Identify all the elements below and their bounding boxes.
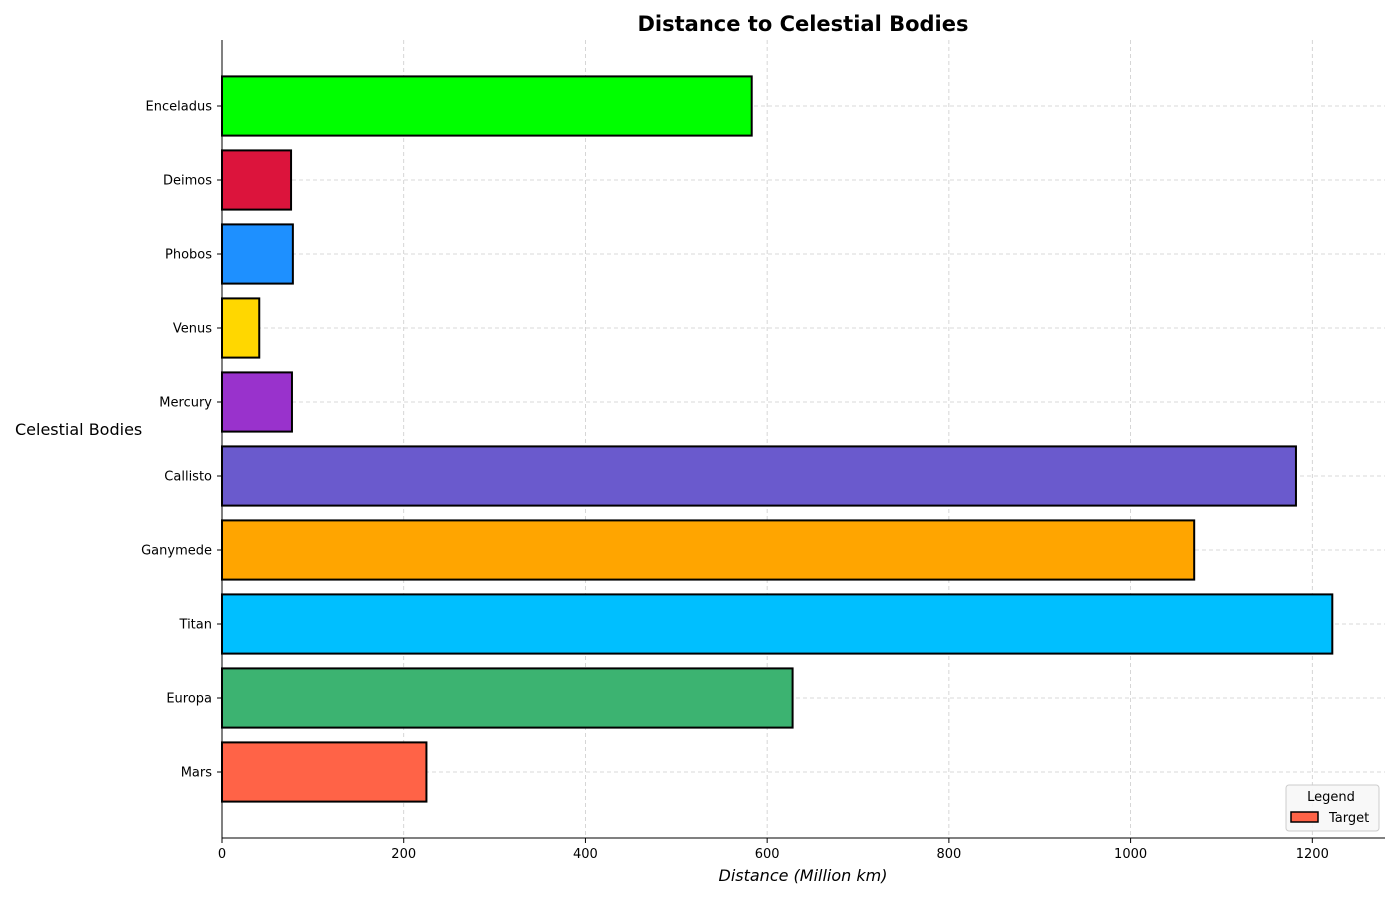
bar-europa (221, 667, 794, 729)
y-tick-label-europa: Europa (166, 692, 212, 707)
y-tick-label-mars: Mars (181, 766, 213, 781)
bar-titan (221, 593, 1334, 655)
bar-venus (221, 297, 261, 359)
legend: Legend Target (1285, 784, 1380, 832)
y-tick-label-titan: Titan (179, 618, 212, 633)
bar-mercury (221, 371, 293, 433)
x-axis-title: Distance (Million km) (719, 866, 888, 885)
y-tick-label-ganymede: Ganymede (141, 544, 212, 559)
bar-enceladus (221, 75, 753, 137)
legend-label-target: Target (1328, 811, 1369, 826)
x-tick-label-1200: 1200 (1296, 847, 1329, 862)
legend-swatch (1290, 811, 1319, 823)
y-tick-label-deimos: Deimos (163, 174, 212, 189)
bar-deimos (221, 149, 293, 211)
bar-mars (221, 741, 428, 803)
axes-layer: 0 200 400 600 800 1000 1200 Mars Europa Titan Gany… (141, 40, 1385, 862)
y-tick-label-callisto: Callisto (164, 470, 212, 485)
x-tick-label-0: 0 (218, 847, 226, 862)
bars-layer (221, 75, 1334, 803)
x-tick-label-800: 800 (936, 847, 961, 862)
chart-title: Distance to Celestial Bodies (638, 12, 969, 36)
x-tick-label-200: 200 (391, 847, 416, 862)
y-tick-label-phobos: Phobos (165, 248, 212, 263)
x-tick-label-1000: 1000 (1114, 847, 1147, 862)
bar-phobos (221, 223, 294, 285)
x-tick-label-400: 400 (573, 847, 598, 862)
y-tick-label-venus: Venus (173, 322, 212, 337)
y-tick-label-enceladus: Enceladus (146, 100, 213, 115)
bar-callisto (221, 445, 1297, 507)
legend-title: Legend (1307, 790, 1355, 805)
x-tick-label-600: 600 (755, 847, 780, 862)
y-axis-title: Celestial Bodies (15, 420, 142, 439)
bar-ganymede (221, 519, 1196, 581)
y-tick-label-mercury: Mercury (159, 396, 212, 411)
